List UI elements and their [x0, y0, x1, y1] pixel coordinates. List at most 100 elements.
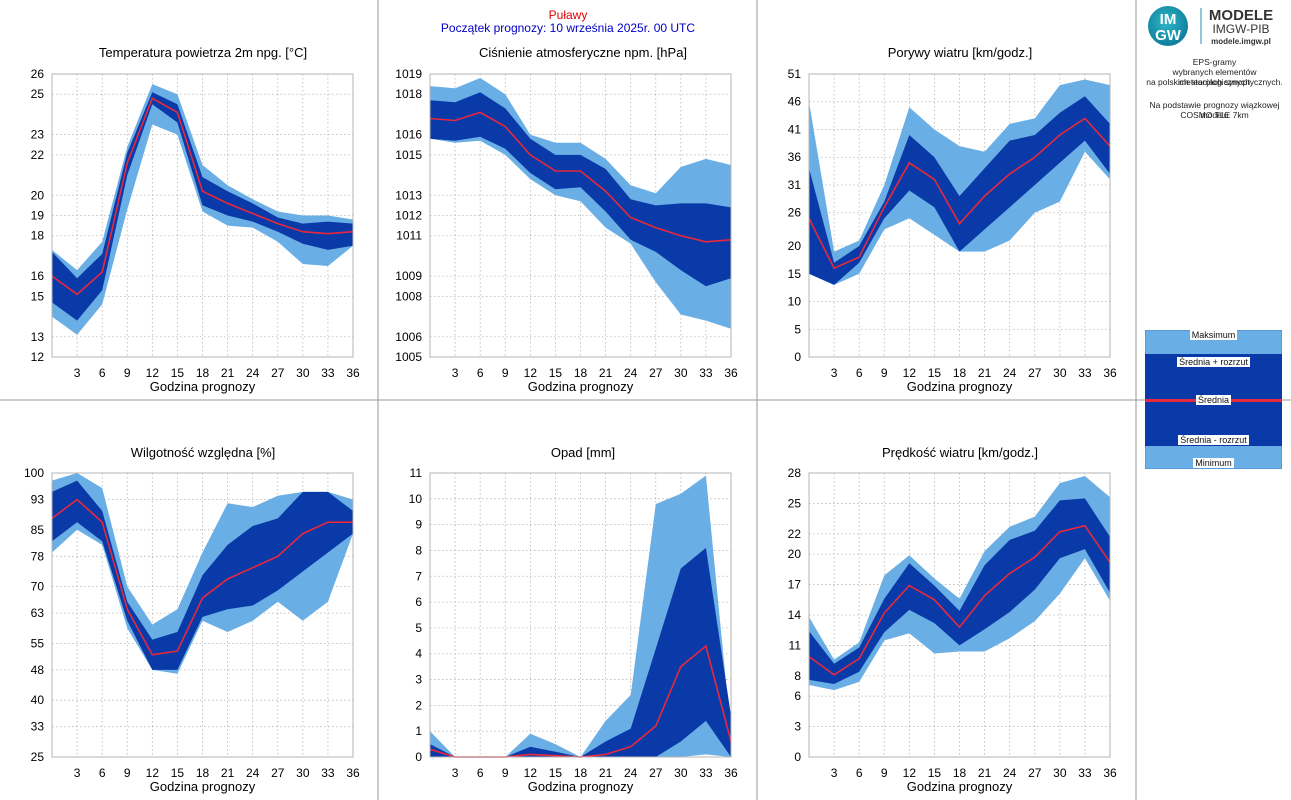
mean-line	[808, 117, 1111, 270]
y-tick-label: 14	[788, 608, 802, 622]
y-tick-label: 19	[31, 209, 45, 223]
x-tick-label: 33	[699, 366, 713, 380]
spread-band	[430, 547, 731, 757]
plot-frame	[51, 73, 354, 358]
y-tick-label: 1006	[395, 330, 422, 344]
x-tick-label: 33	[699, 766, 713, 780]
x-tick-label: 21	[221, 366, 235, 380]
y-tick-label: 1011	[396, 229, 422, 243]
x-tick-label: 36	[346, 366, 360, 380]
minmax-band	[809, 476, 1110, 691]
y-tick-label: 20	[788, 547, 802, 561]
chart-title: Opad [mm]	[551, 445, 615, 460]
y-tick-label: 100	[24, 466, 44, 480]
y-tick-label: 26	[788, 206, 802, 220]
y-tick-label: 85	[31, 523, 45, 537]
x-tick-label: 30	[296, 366, 310, 380]
x-tick-label: 3	[74, 366, 81, 380]
minmax-band	[52, 84, 353, 335]
x-tick-label: 9	[881, 766, 888, 780]
x-tick-label: 15	[928, 766, 942, 780]
y-tick-label: 31	[788, 178, 802, 192]
y-tick-label: 36	[788, 150, 802, 164]
x-axis-label: Godzina prognozy	[528, 779, 634, 794]
chart-4	[429, 472, 732, 758]
x-tick-label: 18	[196, 766, 210, 780]
x-tick-label: 12	[524, 366, 538, 380]
imgw-logo: IM GW MODELE IMGW-PIB modele.imgw.pl	[1148, 6, 1273, 46]
x-tick-label: 27	[271, 766, 285, 780]
x-tick-label: 24	[624, 366, 638, 380]
y-tick-label: 11	[410, 466, 423, 480]
x-tick-label: 30	[1053, 766, 1067, 780]
x-tick-label: 36	[724, 766, 738, 780]
x-tick-label: 6	[477, 766, 484, 780]
x-tick-label: 3	[452, 366, 459, 380]
x-tick-label: 24	[1003, 766, 1017, 780]
plot-frame	[808, 472, 1111, 758]
y-tick-label: 1012	[395, 209, 422, 223]
x-tick-label: 3	[452, 766, 459, 780]
desc-line5: COSMO TLE 7km	[1180, 110, 1249, 120]
y-tick-label: 1009	[395, 269, 422, 283]
x-tick-label: 30	[674, 366, 688, 380]
y-tick-label: 1018	[395, 87, 422, 101]
y-tick-label: 10	[409, 492, 423, 506]
station-name: Puławy	[548, 8, 588, 22]
chart-1	[429, 73, 732, 358]
x-tick-label: 6	[99, 366, 106, 380]
chart-0	[51, 73, 354, 358]
chart-title: Temperatura powietrza 2m npg. [°C]	[99, 45, 307, 60]
y-tick-label: 15	[788, 267, 802, 281]
x-tick-label: 15	[171, 766, 185, 780]
chart-3	[51, 472, 354, 758]
y-tick-label: 63	[31, 606, 45, 620]
mean-line	[51, 97, 354, 296]
x-tick-label: 21	[599, 366, 613, 380]
legend-plus-label: Średnia + rozrzut	[1177, 357, 1250, 367]
plot-frame	[808, 73, 1111, 358]
x-tick-label: 21	[978, 366, 992, 380]
x-axis-label: Godzina prognozy	[907, 379, 1013, 394]
x-tick-label: 27	[1028, 366, 1042, 380]
y-tick-label: 48	[31, 663, 45, 677]
y-tick-label: 1013	[395, 188, 422, 202]
forecast-start: Początek prognozy: 10 września 2025r. 00…	[440, 21, 696, 35]
x-tick-label: 18	[196, 366, 210, 380]
y-tick-label: 46	[788, 95, 802, 109]
y-tick-label: 18	[31, 229, 45, 243]
x-tick-label: 9	[881, 366, 888, 380]
y-tick-label: 20	[788, 239, 802, 253]
y-tick-label: 1	[415, 724, 422, 738]
y-tick-label: 16	[31, 269, 45, 283]
x-tick-label: 12	[524, 766, 538, 780]
x-tick-label: 9	[124, 766, 131, 780]
x-axis-label: Godzina prognozy	[907, 779, 1013, 794]
y-tick-label: 9	[415, 518, 422, 532]
y-tick-label: 25	[788, 496, 802, 510]
y-tick-label: 28	[788, 466, 802, 480]
desc-line3: na polskich stacjach synoptycznych.	[1146, 77, 1283, 87]
mean-line	[808, 524, 1111, 676]
y-tick-label: 0	[794, 350, 801, 364]
x-tick-label: 33	[1078, 366, 1092, 380]
x-tick-label: 33	[321, 766, 335, 780]
y-tick-label: 1019	[395, 67, 422, 81]
x-tick-label: 18	[953, 366, 967, 380]
logo-line2: IMGW-PIB	[1212, 22, 1269, 36]
x-tick-label: 24	[246, 766, 260, 780]
chart-5	[808, 472, 1111, 758]
x-tick-label: 15	[549, 766, 563, 780]
y-tick-label: 1016	[395, 128, 422, 142]
y-tick-label: 55	[31, 636, 45, 650]
x-tick-label: 3	[831, 366, 838, 380]
chart-title: Prędkość wiatru [km/godz.]	[882, 445, 1038, 460]
plot-frame	[429, 73, 732, 358]
y-tick-label: 17	[788, 578, 802, 592]
x-tick-label: 15	[549, 366, 563, 380]
x-tick-label: 9	[124, 366, 131, 380]
y-tick-label: 8	[794, 669, 801, 683]
x-axis-label: Godzina prognozy	[150, 379, 256, 394]
x-tick-label: 21	[978, 766, 992, 780]
mean-line	[429, 111, 732, 243]
